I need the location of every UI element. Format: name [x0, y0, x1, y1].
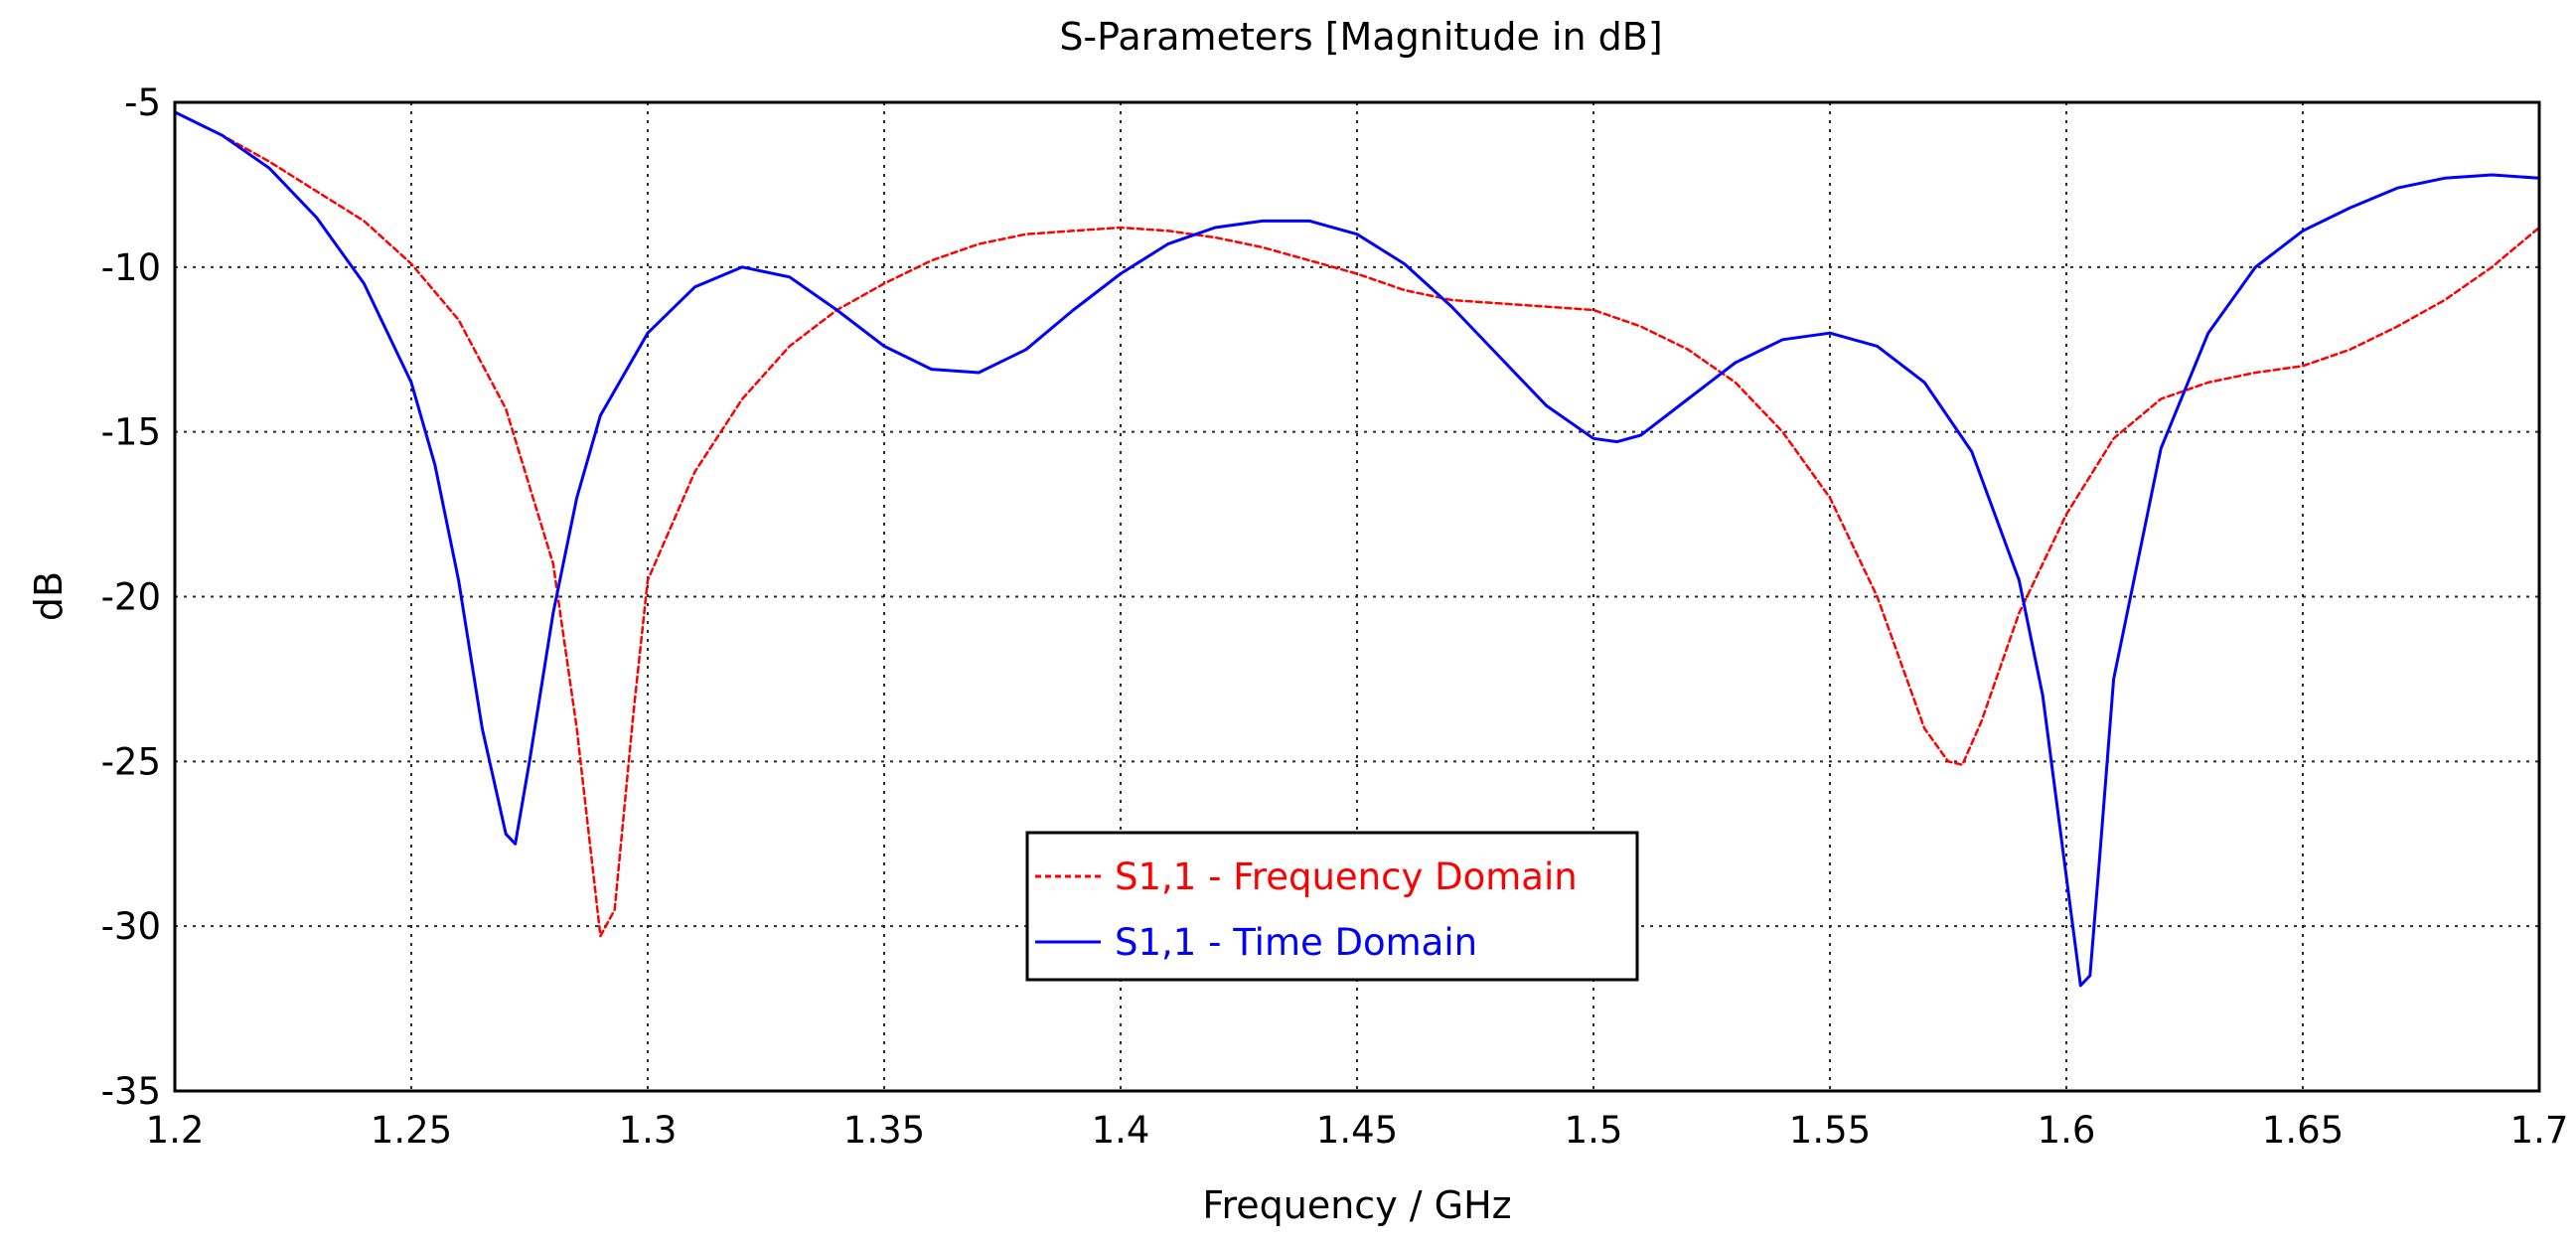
y-tick-label: -20	[101, 576, 161, 619]
y-tick-label: -5	[124, 81, 161, 124]
series-time-domain-line	[173, 110, 2541, 988]
plot-frame	[173, 100, 2541, 1093]
x-axis-label: Frequency / GHz	[1202, 1183, 1511, 1227]
y-axis-tick-labels: -5 -10 -15 -20 -25 -30 -35	[101, 81, 161, 1113]
legend-label-frequency-domain: S1,1 - Frequency Domain	[1115, 855, 1578, 898]
x-tick-label: 1.5	[1565, 1109, 1623, 1152]
x-tick-label: 1.2	[146, 1109, 205, 1152]
chart-title: S-Parameters [Magnitude in dB]	[1059, 15, 1662, 59]
y-tick-label: -30	[101, 905, 161, 948]
y-tick-label: -35	[101, 1070, 161, 1113]
series-frequency-domain-line	[173, 110, 2541, 938]
x-tick-label: 1.55	[1789, 1109, 1871, 1152]
x-tick-label: 1.45	[1316, 1109, 1398, 1152]
data-series	[173, 110, 2541, 988]
legend: S1,1 - Frequency Domain S1,1 - Time Doma…	[1025, 831, 1639, 982]
x-tick-label: 1.7	[2510, 1109, 2569, 1152]
y-axis-label: dB	[27, 571, 71, 621]
x-axis-tick-labels: 1.2 1.25 1.3 1.35 1.4 1.45 1.5 1.55 1.6 1.65 1.7	[146, 1109, 2569, 1152]
x-tick-label: 1.25	[371, 1109, 452, 1152]
legend-box	[1025, 831, 1639, 982]
x-tick-label: 1.6	[2038, 1109, 2096, 1152]
x-tick-label: 1.3	[619, 1109, 678, 1152]
y-tick-label: -10	[101, 246, 161, 289]
legend-label-time-domain: S1,1 - Time Domain	[1115, 921, 1477, 964]
x-tick-label: 1.35	[843, 1109, 925, 1152]
x-tick-label: 1.65	[2262, 1109, 2344, 1152]
x-tick-label: 1.4	[1092, 1109, 1150, 1152]
y-tick-label: -15	[101, 411, 161, 454]
grid-lines	[175, 102, 2539, 1091]
y-tick-label: -25	[101, 740, 161, 783]
